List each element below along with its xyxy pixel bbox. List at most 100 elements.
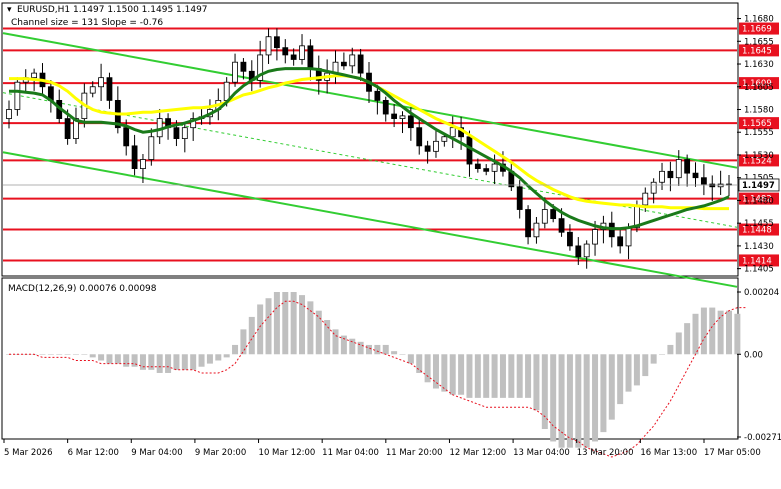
macd-bar-48 bbox=[407, 354, 414, 364]
level-label-0: 1.1669 bbox=[742, 25, 772, 35]
candle-body-47 bbox=[399, 115, 406, 119]
candle-body-32 bbox=[274, 36, 280, 49]
candle-body-15 bbox=[131, 145, 138, 170]
macd-bar-81 bbox=[684, 323, 691, 355]
candle-body-35 bbox=[299, 45, 305, 60]
macd-bar-51 bbox=[432, 354, 439, 389]
candle-body-21 bbox=[181, 127, 188, 139]
macd-bar-14 bbox=[123, 354, 130, 367]
macd-bar-31 bbox=[265, 298, 272, 355]
candle-body-85 bbox=[717, 183, 724, 188]
macd-bar-50 bbox=[424, 354, 431, 383]
candle-body-14 bbox=[123, 127, 130, 147]
moving-averages bbox=[9, 67, 730, 231]
y-tick-label-5: 1.1555 bbox=[744, 128, 774, 138]
macd-bar-33 bbox=[282, 292, 289, 355]
macd-tick-label-2: -0.00271 bbox=[744, 433, 781, 443]
candle-body-62 bbox=[525, 209, 531, 238]
macd-bar-49 bbox=[416, 354, 423, 373]
macd-bar-63 bbox=[533, 354, 540, 411]
macd-bar-75 bbox=[633, 354, 640, 386]
support-resistance-levels: 1.16691.16451.16091.15651.15241.14821.14… bbox=[3, 22, 779, 266]
macd-bar-44 bbox=[374, 344, 381, 355]
price-panel-frame bbox=[1, 2, 739, 277]
y-tick-label-10: 1.1430 bbox=[744, 242, 774, 252]
macd-bar-55 bbox=[466, 354, 473, 398]
candle-body-83 bbox=[700, 177, 707, 185]
macd-bar-39 bbox=[332, 329, 339, 355]
x-tick-label-8: 13 Mar 04:00 bbox=[513, 448, 570, 458]
candle-body-77 bbox=[650, 181, 657, 194]
candle-body-65 bbox=[550, 209, 557, 220]
macd-bar-78 bbox=[659, 354, 666, 355]
candle-body-61 bbox=[516, 186, 523, 210]
candle-body-40 bbox=[340, 61, 347, 67]
x-tick-label-1: 6 Mar 12:00 bbox=[68, 448, 119, 458]
macd-bar-11 bbox=[98, 354, 105, 361]
level-tag-1 bbox=[739, 44, 779, 57]
candle-body-74 bbox=[625, 227, 632, 247]
level-tag-3 bbox=[739, 117, 779, 130]
level-tag-5 bbox=[739, 192, 779, 205]
symbol-header: EURUSD,H1 1.1497 1.1500 1.1495 1.1497 bbox=[17, 5, 208, 15]
macd-bar-52 bbox=[441, 354, 448, 392]
macd-bar-66 bbox=[558, 354, 565, 448]
macd-bar-43 bbox=[366, 344, 372, 355]
macd-bar-27 bbox=[232, 344, 239, 355]
channel-upper-line bbox=[2, 32, 738, 169]
candle-body-36 bbox=[307, 45, 314, 69]
x-tick-label-10: 16 Mar 13:00 bbox=[640, 448, 697, 458]
candle-body-78 bbox=[659, 170, 665, 183]
ma-green-line bbox=[9, 67, 730, 231]
macd-bar-47 bbox=[399, 354, 406, 355]
candle-body-68 bbox=[575, 245, 582, 258]
macd-tick-label-0: 0.00204 bbox=[744, 288, 779, 298]
y-tick-label-0: 1.1680 bbox=[744, 15, 774, 25]
candle-body-3 bbox=[31, 72, 38, 79]
channel-lower-line bbox=[2, 151, 738, 288]
candle-body-67 bbox=[567, 231, 573, 247]
macd-bar-5 bbox=[47, 354, 54, 355]
x-tick-label-11: 17 Mar 05:00 bbox=[704, 448, 761, 458]
macd-signal-line bbox=[9, 300, 746, 458]
macd-bar-18 bbox=[156, 354, 163, 373]
candle-body-7 bbox=[64, 118, 71, 139]
macd-bar-29 bbox=[248, 316, 255, 355]
macd-bar-73 bbox=[617, 354, 624, 405]
macd-bar-76 bbox=[642, 354, 649, 377]
candle-body-17 bbox=[148, 136, 155, 160]
macd-bar-59 bbox=[499, 354, 506, 398]
y-tick-label-3: 1.1605 bbox=[744, 83, 774, 93]
candle-body-16 bbox=[140, 159, 146, 170]
macd-axis: 0.00204 0.00 -0.00271 bbox=[737, 288, 781, 443]
macd-bar-23 bbox=[198, 354, 205, 367]
candle-body-28 bbox=[240, 61, 247, 72]
candle-body-82 bbox=[692, 172, 699, 179]
candle-body-11 bbox=[98, 77, 104, 88]
level-tag-2 bbox=[739, 77, 779, 90]
macd-bar-65 bbox=[550, 354, 557, 442]
macd-bar-13 bbox=[114, 354, 121, 364]
macd-bar-83 bbox=[700, 307, 707, 355]
x-tick-label-7: 12 Mar 12:00 bbox=[449, 448, 506, 458]
candle-body-55 bbox=[466, 136, 473, 165]
macd-bar-36 bbox=[307, 301, 314, 355]
candle-body-48 bbox=[407, 115, 414, 129]
macd-bar-21 bbox=[181, 354, 188, 370]
level-tag-0 bbox=[739, 22, 779, 35]
macd-bar-64 bbox=[541, 354, 548, 430]
y-tick-label-9: 1.1455 bbox=[744, 219, 774, 229]
macd-bar-38 bbox=[324, 320, 331, 355]
macd-indicator bbox=[6, 292, 746, 458]
candle-body-58 bbox=[491, 163, 498, 172]
macd-bar-53 bbox=[449, 354, 456, 395]
macd-bar-74 bbox=[625, 354, 632, 392]
y-tick-label-2: 1.1630 bbox=[744, 60, 774, 70]
macd-bar-17 bbox=[148, 354, 155, 370]
level-tag-6 bbox=[739, 223, 779, 236]
macd-bar-62 bbox=[525, 354, 532, 398]
current-price-label: 1.1497 bbox=[742, 181, 775, 191]
candle-body-12 bbox=[106, 77, 113, 101]
candle-body-66 bbox=[558, 218, 565, 233]
